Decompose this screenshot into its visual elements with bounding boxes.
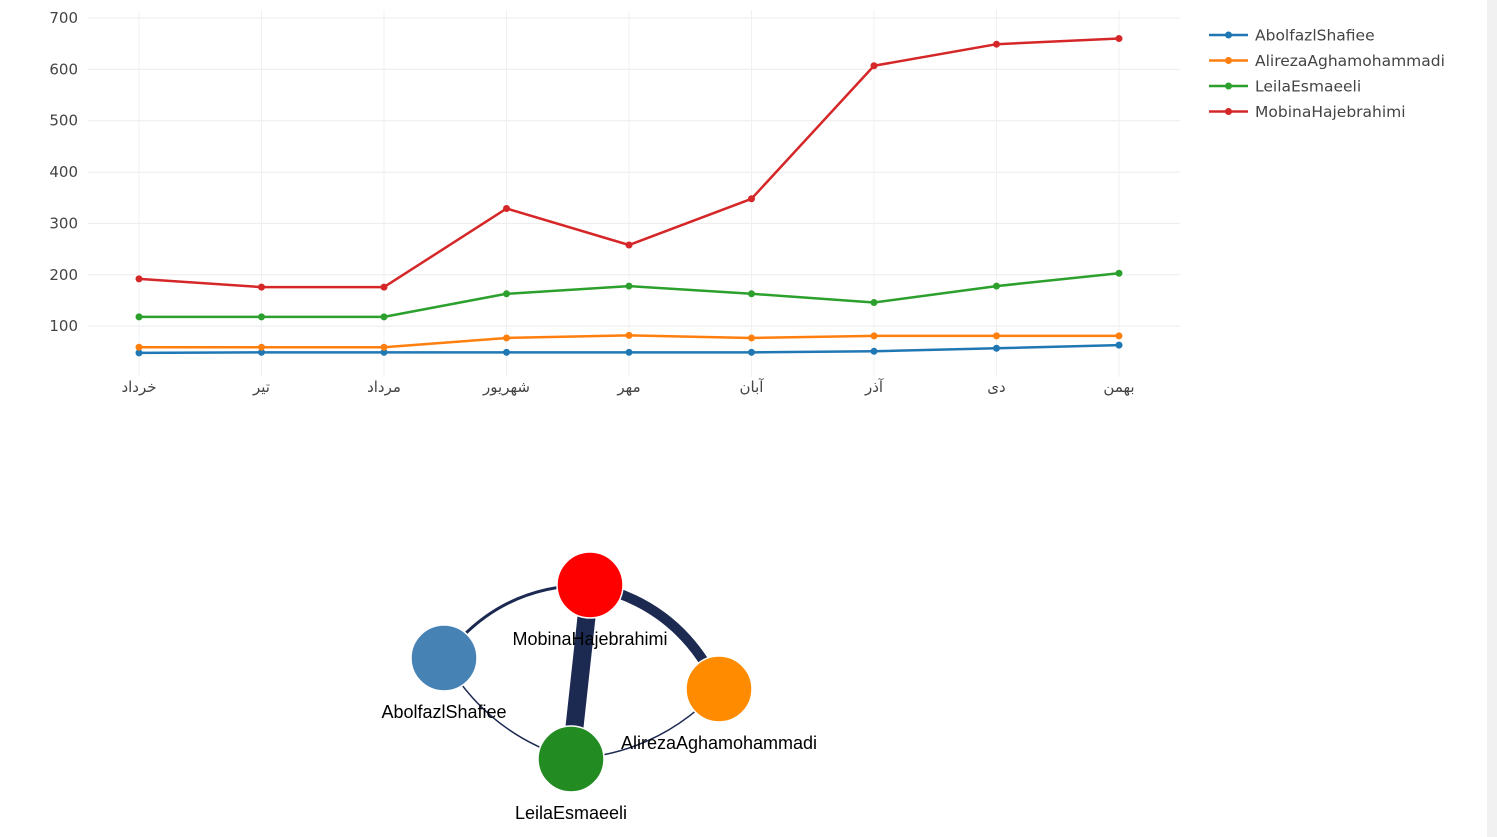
data-point	[748, 290, 755, 298]
data-point	[625, 241, 633, 249]
legend-marker	[1225, 57, 1232, 64]
legend-item[interactable]: MobinaHajebrahimi	[1209, 103, 1406, 121]
y-tick-label: 300	[49, 214, 78, 232]
scrollbar-track[interactable]	[1487, 0, 1497, 837]
legend-marker	[1225, 31, 1232, 39]
x-tick-label: آذر	[864, 378, 884, 396]
legend-item[interactable]: LeilaEsmaeeli	[1209, 78, 1361, 96]
data-point	[135, 313, 143, 321]
legend-marker	[1225, 108, 1232, 115]
x-tick-label: مهر	[616, 378, 640, 396]
data-point	[258, 343, 265, 351]
data-point	[503, 205, 510, 213]
data-point	[380, 343, 388, 351]
y-tick-label: 700	[49, 9, 78, 27]
y-tick-label: 100	[49, 317, 78, 335]
x-tick-label: آبان	[740, 378, 765, 396]
legend-label: MobinaHajebrahimi	[1255, 103, 1406, 121]
data-point	[1115, 332, 1123, 340]
legend[interactable]: AbolfazlShafiee AlirezaAghamohammadi Leila…	[1209, 27, 1445, 122]
x-axis: خرداد تیر مرداد شهریور مهر آبان آذر دی بهمن	[121, 378, 1134, 396]
node-label: LeilaEsmaeeli	[515, 803, 627, 823]
data-point	[135, 275, 143, 283]
network-node-AbolfazlShafiee[interactable]	[410, 624, 478, 692]
network-nodes[interactable]	[410, 551, 753, 793]
legend-item[interactable]: AlirezaAghamohammadi	[1209, 52, 1445, 70]
y-tick-label: 500	[49, 112, 78, 130]
series-lines	[135, 35, 1123, 357]
data-point	[258, 283, 265, 291]
data-point	[380, 313, 388, 321]
x-tick-label: خرداد	[121, 378, 156, 396]
x-tick-label: شهریور	[482, 378, 530, 396]
data-point	[993, 344, 1000, 352]
data-point	[625, 282, 633, 290]
legend-label: AbolfazlShafiee	[1255, 27, 1375, 45]
data-point	[625, 348, 633, 356]
data-point	[870, 332, 878, 340]
series-AbolfazlShafiee	[135, 341, 1123, 357]
series-AlirezaAghamohammadi	[135, 331, 1123, 351]
network-node-AlirezaAghamohammadi[interactable]	[685, 655, 753, 723]
data-point	[870, 299, 878, 307]
data-point	[993, 282, 1000, 290]
node-label: MobinaHajebrahimi	[512, 629, 667, 649]
data-point	[503, 348, 510, 356]
data-point	[993, 332, 1000, 340]
node-label: AlirezaAghamohammadi	[621, 733, 817, 753]
data-point	[258, 348, 265, 356]
data-point	[993, 40, 1000, 48]
data-point	[870, 347, 878, 355]
data-point	[870, 62, 878, 70]
legend-marker	[1225, 82, 1232, 90]
data-point	[258, 313, 265, 321]
data-point	[748, 348, 755, 356]
data-point	[380, 283, 388, 291]
x-tick-label: تیر	[252, 378, 270, 396]
node-label: AbolfazlShafiee	[381, 702, 506, 722]
y-tick-label: 200	[49, 266, 78, 284]
legend-label: LeilaEsmaeeli	[1255, 78, 1361, 96]
network-node-LeilaEsmaeeli[interactable]	[537, 725, 605, 793]
y-tick-label: 600	[49, 60, 78, 78]
x-tick-label: بهمن	[1103, 378, 1134, 396]
network-labels: MobinaHajebrahimi AbolfazlShafiee AlirezaA…	[381, 629, 817, 823]
data-point	[1115, 35, 1123, 43]
data-point	[135, 349, 143, 357]
x-tick-label: دی	[987, 378, 1005, 396]
data-point	[503, 290, 510, 298]
data-point	[748, 195, 755, 203]
data-point	[380, 348, 388, 356]
series-MobinaHajebrahimi	[135, 35, 1123, 291]
grid-lines	[88, 10, 1180, 377]
data-point	[135, 343, 143, 351]
data-point	[1115, 269, 1123, 277]
series-LeilaEsmaeeli	[135, 269, 1123, 321]
x-tick-label: مرداد	[367, 378, 401, 396]
legend-label: AlirezaAghamohammadi	[1255, 52, 1445, 70]
data-point	[1115, 341, 1123, 349]
legend-item[interactable]: AbolfazlShafiee	[1209, 27, 1375, 45]
data-point	[748, 334, 755, 342]
network-node-MobinaHajebrahimi[interactable]	[556, 551, 624, 619]
y-axis: 100 200 300 400 500 600 700	[49, 9, 78, 335]
data-point	[625, 331, 633, 339]
line-chart: 100 200 300 400 500 600 700 خرداد تیر مرداد شهریو…	[49, 9, 1445, 396]
y-tick-label: 400	[49, 163, 78, 181]
data-point	[503, 334, 510, 342]
